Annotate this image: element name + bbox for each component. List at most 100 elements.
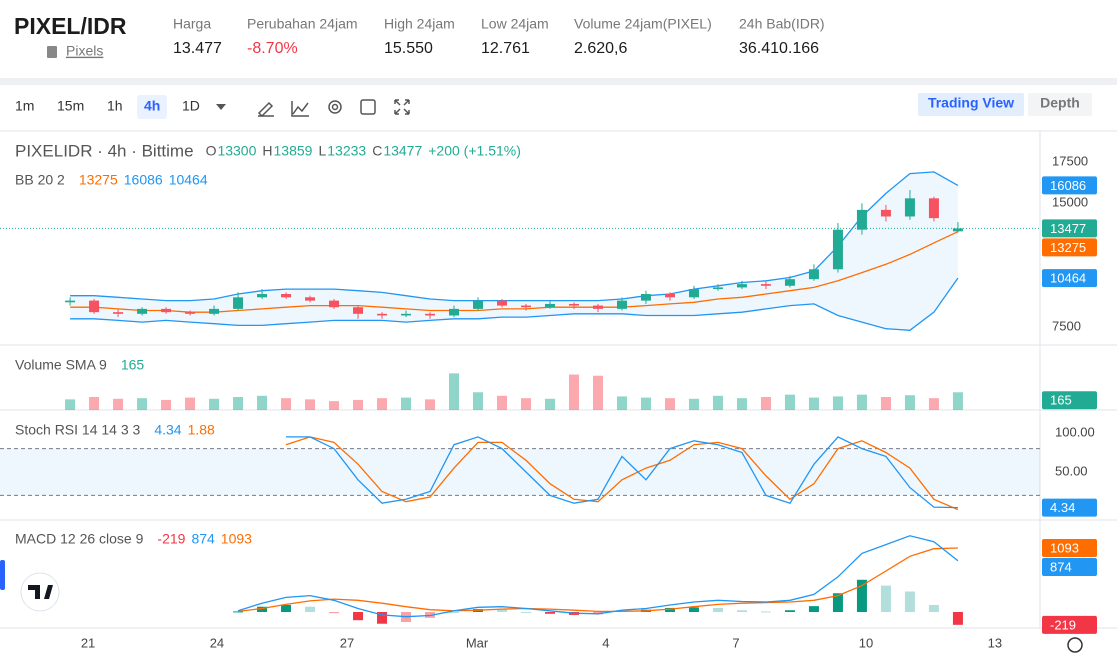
stat-value: 2.620,6 bbox=[574, 40, 627, 57]
stat-label: Harga bbox=[173, 16, 211, 32]
volume-bar bbox=[65, 399, 76, 410]
interval-button[interactable]: 1m bbox=[15, 98, 34, 114]
macd-histogram-bar bbox=[664, 607, 675, 613]
macd-histogram-bar bbox=[784, 610, 795, 613]
volume-bar bbox=[712, 395, 723, 410]
y-tick-label: 100.00 bbox=[1055, 424, 1095, 439]
interval-button[interactable]: 15m bbox=[57, 98, 84, 114]
price-badge-label: 13477 bbox=[1050, 221, 1086, 236]
candle-body bbox=[353, 307, 364, 314]
candle-body bbox=[928, 198, 939, 219]
x-tick-label: 27 bbox=[340, 635, 354, 650]
price-badge bbox=[1042, 238, 1097, 257]
stat-label: Perubahan 24jam bbox=[247, 16, 358, 32]
price-badge bbox=[1042, 498, 1097, 517]
legend-title: PIXELIDR · 4h · Bittime bbox=[15, 141, 194, 160]
price-badge-label: 874 bbox=[1050, 559, 1072, 574]
volume-bar bbox=[353, 399, 364, 410]
side-tab[interactable] bbox=[0, 560, 5, 590]
price-badge bbox=[1042, 615, 1097, 634]
volume-bar bbox=[209, 398, 220, 410]
interval-button[interactable]: 1D bbox=[182, 98, 200, 114]
macd-line bbox=[237, 535, 959, 618]
volume-bar bbox=[544, 398, 555, 410]
legend-bb-lower: 10464 bbox=[169, 172, 208, 188]
candle-body bbox=[233, 297, 244, 309]
pair-title: PIXEL/IDR bbox=[14, 13, 127, 39]
candle-body bbox=[712, 287, 723, 290]
macd-histogram-bar bbox=[880, 585, 891, 613]
volume-bar bbox=[89, 397, 100, 410]
macd-histogram-bar bbox=[760, 611, 771, 613]
stat-label: 24h Bab(IDR) bbox=[739, 16, 825, 32]
legend-sma: 165 bbox=[121, 357, 145, 373]
volume-bar bbox=[808, 397, 819, 410]
macd-histogram-bar bbox=[808, 606, 819, 613]
pair-link[interactable]: Pixels bbox=[66, 43, 103, 59]
candle-body bbox=[185, 312, 196, 314]
candle-body bbox=[784, 279, 795, 286]
legend-ohlc-value: 13859 bbox=[274, 143, 313, 159]
legend-ohlc-value: 13300 bbox=[217, 143, 256, 159]
x-tick-label: 4 bbox=[602, 635, 609, 650]
stoch-k bbox=[286, 436, 958, 509]
volume-bar bbox=[281, 398, 292, 410]
price-badge bbox=[1042, 557, 1097, 576]
macd-histogram-bar bbox=[832, 593, 843, 613]
candle-body bbox=[592, 305, 603, 309]
interval-button[interactable]: 4h bbox=[144, 98, 160, 114]
macd-histogram-bar bbox=[856, 579, 867, 613]
price-badge-label: 165 bbox=[1050, 393, 1072, 408]
volume-bar bbox=[832, 396, 843, 410]
volume-bar bbox=[616, 396, 627, 410]
legend-ohlc-key: O bbox=[206, 143, 217, 159]
fullscreen-icon[interactable] bbox=[394, 99, 410, 115]
interval-button[interactable]: 1h bbox=[107, 98, 123, 114]
candle-body bbox=[137, 308, 148, 314]
stoch-d bbox=[285, 436, 959, 511]
x-tick-label: 13 bbox=[988, 635, 1002, 650]
x-tick-label: 10 bbox=[859, 635, 873, 650]
macd-histogram-bar bbox=[329, 612, 340, 614]
candle-body bbox=[832, 229, 843, 270]
stat-value: 12.761 bbox=[481, 40, 530, 57]
volume-bar bbox=[904, 395, 915, 410]
legend-indicator: BB 20 2 bbox=[15, 172, 65, 188]
dropdown-icon[interactable] bbox=[216, 104, 226, 110]
price-badge bbox=[1042, 538, 1097, 557]
save-icon[interactable] bbox=[360, 99, 376, 115]
legend-signal: 1093 bbox=[221, 531, 252, 547]
candle-body bbox=[281, 294, 292, 298]
stat-value: -8.70% bbox=[247, 40, 298, 57]
settings-icon[interactable] bbox=[328, 100, 342, 114]
volume-bar bbox=[185, 397, 196, 410]
price-badge-label: 16086 bbox=[1050, 178, 1086, 193]
macd-histogram-bar bbox=[544, 612, 555, 614]
volume-bar bbox=[736, 398, 747, 410]
candle-body bbox=[377, 313, 388, 316]
legend-ohlc-value: 13477 bbox=[383, 143, 422, 159]
candle-body bbox=[616, 300, 627, 309]
macd-histogram-bar bbox=[353, 612, 364, 621]
candle-body bbox=[736, 284, 747, 288]
candle-body bbox=[520, 305, 531, 308]
legend-bb-middle: 13275 bbox=[79, 172, 118, 188]
x-tick-label: 21 bbox=[81, 635, 95, 650]
settings-dot bbox=[331, 103, 339, 111]
candle-body bbox=[544, 303, 555, 308]
candle-body bbox=[497, 300, 508, 306]
volume-bar bbox=[784, 394, 795, 410]
stat-label: Low 24jam bbox=[481, 16, 549, 32]
tab-button[interactable]: Trading View bbox=[928, 95, 1014, 111]
stat-value: 36.410.166 bbox=[739, 40, 819, 57]
tool-icons bbox=[216, 99, 410, 118]
tab-bg bbox=[918, 93, 1024, 116]
draw-icon[interactable] bbox=[257, 101, 274, 118]
price-badge-label: 13275 bbox=[1050, 240, 1086, 255]
stat-label: High 24jam bbox=[384, 16, 455, 32]
indicator-icon[interactable] bbox=[291, 101, 309, 117]
price-badge bbox=[1042, 176, 1097, 195]
tab-button[interactable]: Depth bbox=[1040, 95, 1080, 111]
bb-fill bbox=[70, 171, 958, 331]
axis-settings[interactable] bbox=[1067, 637, 1083, 653]
